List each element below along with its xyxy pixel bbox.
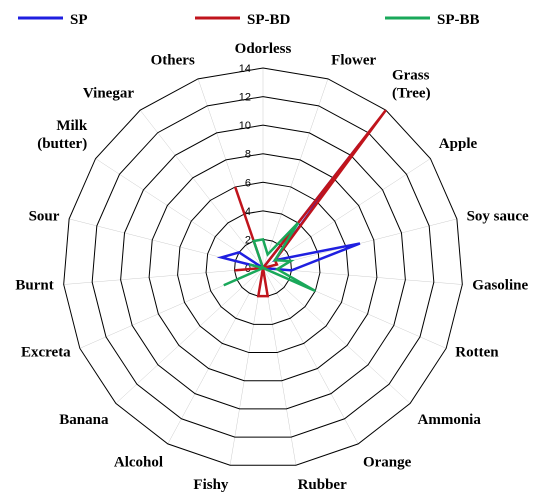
category-label: Excreta — [21, 344, 71, 360]
category-label: Milk — [56, 118, 87, 134]
category-label: Grass — [392, 67, 430, 83]
category-label: Rotten — [455, 344, 499, 360]
category-label: (butter) — [37, 136, 87, 152]
series-layer — [216, 109, 387, 298]
grid-ring-14 — [63, 67, 463, 466]
category-label: Odorless — [235, 41, 292, 57]
radial-tick-label: 10 — [239, 120, 251, 132]
category-label: Orange — [363, 455, 412, 471]
category-label: Flower — [331, 52, 376, 68]
legend-label-2: SP-BB — [437, 12, 480, 28]
category-label: Soy sauce — [467, 208, 529, 224]
spoke-1 — [262, 78, 329, 269]
radial-tick-label: 6 — [245, 177, 251, 189]
category-label: Alcohol — [114, 455, 163, 471]
category-labels: Odorless Flower Grass (Tree) Apple Soy sauce G… — [15, 41, 529, 493]
category-label: Banana — [59, 412, 109, 428]
legend-label-0: SP — [70, 12, 88, 28]
spoke-16 — [95, 158, 264, 269]
category-label: Gasoline — [472, 277, 528, 293]
legend: SP SP-BD SP-BB — [18, 12, 480, 28]
legend-label-1: SP-BD — [247, 12, 291, 28]
series-sp-bd-line — [233, 109, 387, 298]
spoke-8 — [262, 267, 359, 444]
category-label: Sour — [29, 208, 60, 224]
category-label: Apple — [439, 136, 478, 152]
spoke-10 — [229, 267, 264, 466]
category-label: Fishy — [193, 477, 229, 493]
spoke-11 — [167, 267, 264, 444]
category-label: (Tree) — [392, 85, 431, 101]
radial-tick-label: 14 — [239, 63, 251, 75]
radial-tick-label: 8 — [245, 149, 251, 161]
radial-tick-label: 2 — [245, 234, 251, 246]
radial-tick-label: 12 — [239, 92, 251, 104]
category-label: Burnt — [15, 277, 53, 293]
spoke-9 — [262, 267, 297, 466]
category-label: Vinegar — [83, 85, 134, 101]
spoke-12 — [115, 267, 264, 404]
grid-ring-4 — [205, 210, 321, 325]
spoke-17 — [139, 110, 264, 269]
spoke-5 — [262, 267, 463, 285]
series-sp-bb-line — [223, 222, 316, 293]
spoke-7 — [262, 267, 411, 404]
radial-tick-label: 4 — [245, 206, 251, 218]
category-label: Others — [151, 52, 195, 68]
category-label: Ammonia — [418, 412, 482, 428]
spoke-3 — [262, 158, 431, 269]
grid-ring-12 — [91, 96, 435, 438]
spoke-14 — [63, 267, 264, 285]
category-label: Rubber — [298, 477, 348, 493]
grid-ring-8 — [148, 153, 378, 382]
grid-ring-10 — [120, 124, 406, 410]
grid-ring-6 — [177, 181, 349, 354]
